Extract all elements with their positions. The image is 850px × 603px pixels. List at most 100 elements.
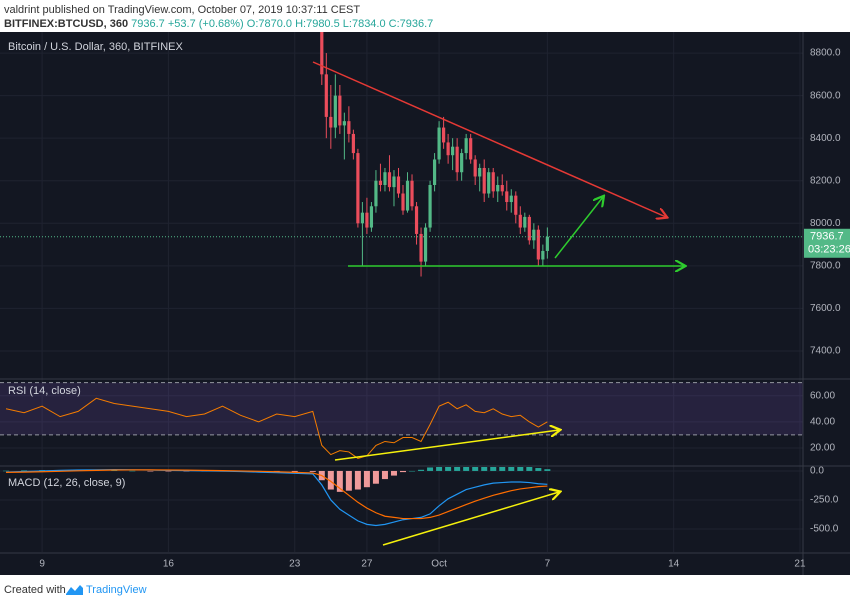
publisher-line: valdrint published on TradingView.com, O… (4, 4, 360, 16)
x-tick-label: Oct (431, 559, 447, 570)
histogram-bar (454, 467, 461, 471)
x-tick-label: 14 (668, 559, 680, 570)
macd-divergence-line (382, 492, 559, 546)
candle-body (464, 138, 468, 154)
candle-body (473, 159, 477, 177)
x-tick-label: 21 (794, 559, 806, 570)
candle-body (378, 180, 383, 185)
candle-body (329, 116, 333, 128)
histogram-bar (490, 467, 497, 471)
y-tick-label: 20.00 (810, 443, 835, 454)
countdown-label: 03:23:26 (808, 244, 850, 256)
brand: TradingView (86, 584, 147, 596)
y-tick-label: 40.00 (810, 416, 835, 427)
candle-body (396, 176, 401, 194)
y-tick-label: 8000.0 (810, 218, 841, 229)
macd-pane (3, 467, 551, 527)
candle-body (392, 176, 396, 188)
candle-body (541, 250, 545, 260)
y-tick-label: 8800.0 (810, 48, 841, 59)
candle-body (496, 184, 500, 192)
histogram-bar (147, 470, 154, 472)
candle-body (451, 146, 455, 156)
candle-body (514, 195, 518, 215)
candle-body (369, 206, 374, 228)
histogram-bar (418, 469, 425, 471)
rsi-band (0, 382, 803, 435)
candle-body (527, 216, 531, 241)
candle-body (351, 133, 355, 154)
candle-body (365, 212, 369, 228)
candle-body (320, 32, 324, 75)
y-tick-label: 0.0 (810, 466, 824, 477)
histogram-bar (427, 467, 434, 471)
indicator-line (6, 469, 548, 520)
candle-body (491, 172, 495, 192)
candle-body (523, 216, 527, 228)
candle-body (460, 153, 464, 173)
candle-body (360, 212, 365, 224)
rsi-divergence-line (334, 430, 559, 461)
histogram-bar (165, 470, 172, 472)
histogram-bar (481, 467, 488, 471)
histogram-bar (436, 467, 443, 471)
candle-body (333, 95, 337, 128)
histogram-bar (381, 470, 388, 480)
candle-body (545, 236, 549, 251)
candle-body (487, 172, 491, 194)
histogram-bar (372, 470, 379, 484)
brand-logo (66, 585, 83, 595)
last-price-label: 7936.7 (810, 231, 844, 243)
candle-body (374, 180, 378, 207)
x-tick-label: 23 (289, 559, 301, 570)
price-pane (0, 32, 803, 277)
histogram-bar (544, 469, 551, 471)
x-tick-label: 16 (163, 559, 175, 570)
candle-body (410, 180, 414, 207)
y-tick-label: 7400.0 (810, 346, 841, 357)
symbol: BITFINEX:BTCUSD, 360 (4, 18, 128, 30)
candle-body (342, 121, 346, 126)
price-legend: Bitcoin / U.S. Dollar, 360, BITFINEX (8, 41, 184, 53)
candle-body (437, 127, 441, 160)
y-tick-label: 8400.0 (810, 133, 841, 144)
candle-body (532, 229, 536, 241)
y-tick-label: 7800.0 (810, 260, 841, 271)
y-tick-label: 7600.0 (810, 303, 841, 314)
histogram-bar (21, 470, 28, 471)
histogram-bar (535, 468, 542, 471)
y-tick-label: -500.0 (810, 524, 839, 535)
candle-body (419, 233, 423, 262)
histogram-bar (3, 470, 10, 472)
candle-body (509, 195, 513, 203)
candle-body (324, 74, 328, 117)
candle-body (536, 229, 540, 260)
candle-body (442, 127, 446, 143)
x-tick-label: 27 (361, 559, 373, 570)
histogram-bar (463, 467, 470, 471)
trend-line (312, 61, 666, 217)
ohlc: O:7870.0 H:7980.5 L:7834.0 C:7936.7 (247, 18, 434, 30)
candle-body (505, 191, 509, 203)
candle-body (423, 227, 428, 262)
drawings (312, 61, 684, 546)
x-tick-label: 7 (545, 559, 551, 570)
symbol-line: BITFINEX:BTCUSD, 360 7936.7 +53.7 (+0.68… (4, 18, 433, 30)
candle-body (338, 95, 342, 126)
candle-body (387, 172, 392, 188)
created-with: Created with (4, 584, 66, 596)
rsi-pane (0, 382, 803, 460)
y-tick-label: 8600.0 (810, 90, 841, 101)
candle-body (518, 214, 522, 228)
candle-body (401, 193, 405, 211)
candle-body (455, 146, 459, 173)
y-tick-label: 60.00 (810, 390, 835, 401)
candle-body (405, 180, 410, 211)
candle-body (347, 121, 351, 134)
histogram-bar (445, 467, 452, 471)
y-tick-label: -250.0 (810, 495, 839, 506)
candle-body (478, 167, 482, 177)
candle-body (428, 184, 432, 228)
histogram-bar (336, 470, 343, 492)
